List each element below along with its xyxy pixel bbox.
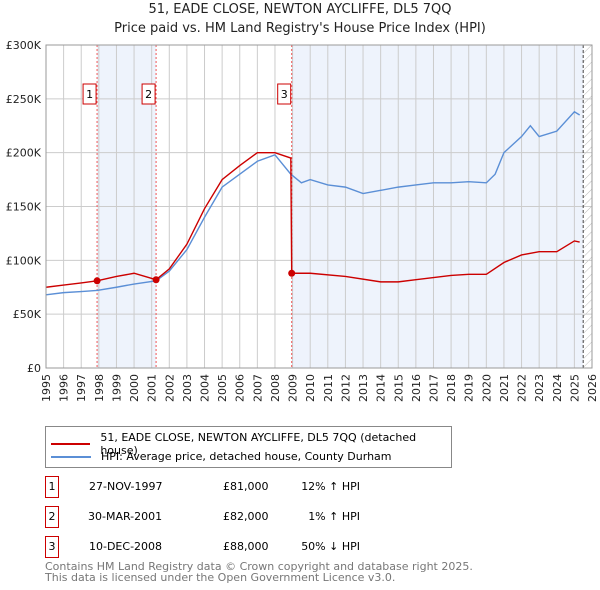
hpi-line [45,110,581,296]
x-tick-label: 2008 [269,374,282,402]
x-tick-label: 2011 [322,374,335,402]
x-tick-label: 2004 [199,374,212,402]
x-tick-label: 2024 [551,374,564,402]
y-tick-label: £300K [6,39,42,52]
y-tick-label: £150K [6,201,42,214]
sale-point [93,277,101,285]
sale-price: £82,000 [223,510,269,523]
sale-label: 1 [86,88,93,101]
x-tick-label: 2023 [533,374,546,402]
y-tick-label: £200K [6,147,42,160]
footer-line: This data is licensed under the Open Gov… [45,571,396,584]
x-tick-label: 2005 [216,374,229,402]
sale-date: 30-MAR-2001 [88,510,163,523]
x-tick-label: 1998 [93,374,106,402]
x-tick-label: 2001 [146,374,159,402]
y-tick-label: £250K [6,93,42,106]
sale-row: 2 30-MAR-2001 £82,000 1% ↑ HPI [45,506,445,528]
footer: Contains HM Land Registry data © Crown c… [45,561,473,583]
sale-marker: 3 [45,536,59,558]
x-tick-label: 2010 [304,374,317,402]
x-tick-label: 2026 [586,374,599,402]
x-tick-label: 2014 [375,374,388,402]
sale-row: 3 10-DEC-2008 £88,000 50% ↓ HPI [45,536,445,558]
x-tick-label: 2016 [410,374,423,402]
chart-title: 51, EADE CLOSE, NEWTON AYCLIFFE, DL5 7QQ [148,2,452,17]
sale-label: 3 [281,88,288,101]
sale-label-box [141,83,156,105]
sale-price: £81,000 [223,480,269,493]
plot-frame [45,44,593,369]
x-tick-label: 2002 [163,374,176,402]
x-tick-label: 2019 [463,374,476,402]
sale-price: £88,000 [223,540,269,553]
x-tick-label: 2025 [568,374,581,402]
chart-subtitle: Price paid vs. HM Land Registry's House … [114,21,486,36]
x-tick-label: 2013 [357,374,370,402]
sale-hpi: 12% ↑ HPI [301,480,360,493]
x-tick-label: 2012 [339,374,352,402]
legend-red-line [51,443,91,445]
x-tick-label: 2022 [516,374,529,402]
price-chart: 1995 1996 1997 1998 1999 2000 2001 2002 2003 2004… [6,39,599,402]
legend: 51, EADE CLOSE, NEWTON AYCLIFFE, DL5 7QQ… [45,426,452,468]
x-tick-label: 2007 [251,374,264,402]
sale-point [288,269,296,277]
sale-date: 10-DEC-2008 [89,540,163,553]
x-tick-label: 2018 [445,374,458,402]
y-tick-label: £50K [13,308,42,321]
sale-marker: 1 [45,476,59,498]
x-tick-label: 2003 [181,374,194,402]
x-tick-label: 1995 [40,374,53,402]
y-tick-label: £0 [27,362,41,375]
x-tick-label: 2009 [287,374,300,402]
x-tick-label: 2020 [480,374,493,402]
sale-date: 27-NOV-1997 [89,480,163,493]
y-tick-label: £100K [6,254,42,267]
sale-point [152,276,160,284]
legend-blue-line [51,455,91,458]
footer-line: Contains HM Land Registry data © Crown c… [45,560,473,573]
x-tick-label: 1999 [110,374,123,402]
x-tick-label: 2000 [128,374,141,402]
sale-row: 1 27-NOV-1997 £81,000 12% ↑ HPI [45,476,445,498]
x-tick-label: 1997 [75,374,88,402]
sale-label: 2 [145,88,152,101]
x-tick-label: 2017 [427,374,440,402]
x-tick-label: 1996 [58,374,71,402]
sale-hpi: 1% ↑ HPI [308,510,360,523]
sale-hpi: 50% ↓ HPI [301,540,360,553]
legend-property: 51, EADE CLOSE, NEWTON AYCLIFFE, DL5 7QQ… [100,431,417,457]
x-tick-label: 2015 [392,374,405,402]
x-tick-label: 2021 [498,374,511,402]
legend-hpi: HPI: Average price, detached house, Coun… [101,450,392,463]
sale-marker: 2 [45,506,59,528]
sale-label-box [82,83,97,105]
sale-label-box [277,83,292,105]
x-tick-label: 2006 [234,374,247,402]
